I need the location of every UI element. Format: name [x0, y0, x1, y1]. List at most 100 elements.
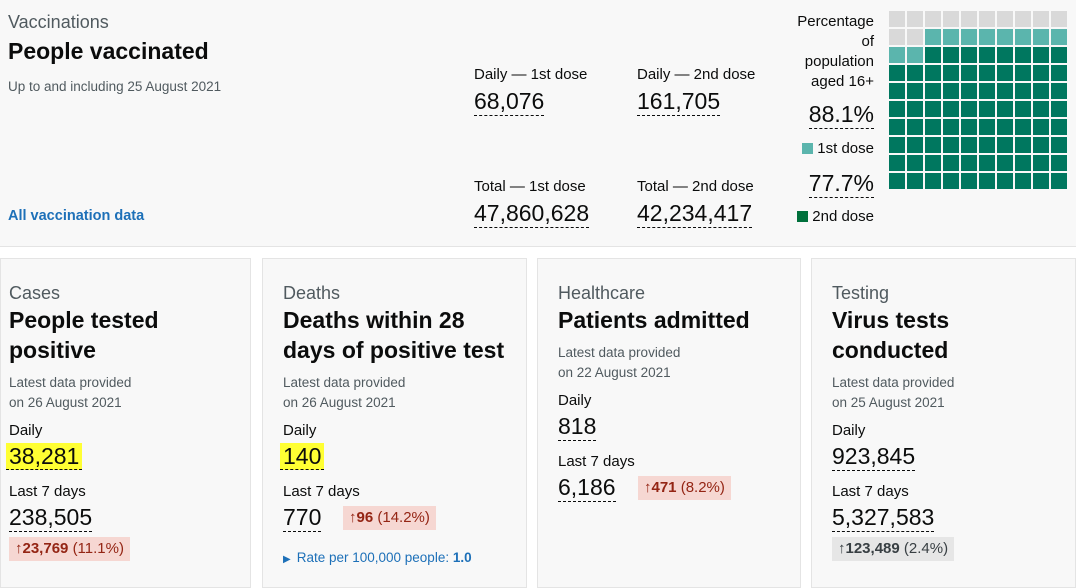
waffle-cell-second-dose	[924, 64, 942, 82]
second-dose-percentage[interactable]: 77.7%	[808, 170, 874, 198]
waffle-cell-second-dose	[978, 136, 996, 154]
testing-change-badge: ↑123,489 (2.4%)	[832, 537, 955, 561]
healthcare-daily-label: Daily	[558, 392, 592, 409]
deaths-rate-value: 1.0	[452, 550, 472, 565]
second-dose-legend: 2nd dose	[797, 208, 874, 225]
testing-daily-value[interactable]: 923,845	[832, 443, 916, 471]
first-dose-legend-label: 1st dose	[817, 140, 874, 157]
waffle-cell-second-dose	[1050, 136, 1068, 154]
waffle-cell-second-dose	[942, 172, 960, 190]
waffle-cell-empty	[906, 11, 924, 28]
waffle-cell-second-dose	[924, 46, 942, 64]
waffle-cell-second-dose	[924, 118, 942, 136]
waffle-cell-second-dose	[942, 100, 960, 118]
waffle-cell-second-dose	[924, 100, 942, 118]
cases-title-line: positive	[9, 337, 96, 363]
waffle-cell-second-dose	[906, 100, 924, 118]
cases-week-value[interactable]: 238,505	[9, 504, 93, 532]
waffle-cell-second-dose	[889, 100, 906, 118]
waffle-cell-first-dose	[1050, 28, 1068, 46]
deaths-week-value[interactable]: 770	[283, 504, 322, 532]
waffle-cell-first-dose	[960, 28, 978, 46]
waffle-cell-second-dose	[978, 46, 996, 64]
arrow-up-icon: ↑	[349, 509, 357, 526]
deaths-title: Deaths within 28 days of positive test	[283, 305, 504, 365]
triangle-right-icon: ▶	[283, 554, 291, 565]
waffle-cell-second-dose	[1032, 82, 1050, 100]
testing-week-value[interactable]: 5,327,583	[832, 504, 935, 532]
deaths-change-value: 96	[356, 509, 374, 526]
waffle-cell-second-dose	[1014, 136, 1032, 154]
testing-note-line: on 25 August 2021	[832, 395, 945, 410]
healthcare-week-value[interactable]: 6,186	[558, 474, 616, 502]
waffle-cell-second-dose	[1050, 64, 1068, 82]
healthcare-daily-value[interactable]: 818	[558, 413, 597, 441]
waffle-cell-second-dose	[996, 118, 1014, 136]
daily-second-dose-label: Daily — 2nd dose	[637, 66, 756, 83]
waffle-cell-first-dose	[924, 28, 942, 46]
total-first-dose-value[interactable]: 47,860,628	[474, 200, 590, 228]
percentage-heading-line: aged 16+	[811, 73, 874, 90]
waffle-cell-first-dose	[996, 28, 1014, 46]
cases-daily-value[interactable]: 38,281	[6, 443, 83, 470]
cases-title: People tested positive	[9, 305, 159, 365]
cases-caption: Cases	[9, 283, 61, 303]
deaths-daily-value[interactable]: 140	[280, 443, 325, 470]
second-dose-legend-label: 2nd dose	[812, 208, 874, 225]
waffle-cell-second-dose	[1014, 172, 1032, 190]
deaths-change-pct: (14.2%)	[377, 509, 430, 526]
waffle-cell-first-dose	[906, 46, 924, 64]
waffle-cell-second-dose	[978, 118, 996, 136]
first-dose-percentage[interactable]: 88.1%	[808, 101, 874, 129]
first-dose-swatch	[802, 143, 814, 154]
waffle-cell-second-dose	[978, 82, 996, 100]
waffle-cell-second-dose	[1014, 64, 1032, 82]
vaccinations-panel: Vaccinations People vaccinated Up to and…	[0, 0, 1076, 247]
waffle-cell-empty	[1032, 11, 1050, 28]
waffle-cell-empty	[889, 11, 906, 28]
waffle-cell-second-dose	[1050, 46, 1068, 64]
waffle-cell-second-dose	[960, 118, 978, 136]
deaths-rate-toggle[interactable]: ▶ Rate per 100,000 people: 1.0	[283, 550, 472, 565]
cases-change-value: 23,769	[22, 540, 69, 557]
waffle-cell-second-dose	[889, 154, 906, 172]
waffle-cell-empty	[1050, 11, 1068, 28]
waffle-cell-empty	[960, 11, 978, 28]
vaccinations-caption: Vaccinations	[8, 12, 109, 32]
total-second-dose-value[interactable]: 42,234,417	[637, 200, 753, 228]
waffle-cell-second-dose	[1014, 118, 1032, 136]
waffle-cell-second-dose	[978, 172, 996, 190]
testing-caption: Testing	[832, 283, 890, 303]
waffle-cell-second-dose	[924, 136, 942, 154]
all-vaccination-data-link[interactable]: All vaccination data	[8, 208, 145, 224]
waffle-cell-second-dose	[906, 136, 924, 154]
deaths-caption: Deaths	[283, 283, 341, 303]
percentage-heading-line: Percentage	[797, 13, 874, 30]
total-first-dose-label: Total — 1st dose	[474, 178, 586, 195]
second-dose-swatch	[797, 211, 809, 222]
waffle-cell-second-dose	[978, 154, 996, 172]
waffle-cell-second-dose	[1050, 82, 1068, 100]
waffle-cell-second-dose	[889, 82, 906, 100]
waffle-cell-second-dose	[960, 154, 978, 172]
healthcare-card: Healthcare Patients admitted Latest data…	[537, 258, 801, 588]
waffle-cell-second-dose	[1014, 154, 1032, 172]
waffle-cell-second-dose	[1032, 64, 1050, 82]
waffle-cell-second-dose	[978, 64, 996, 82]
waffle-cell-second-dose	[960, 136, 978, 154]
arrow-up-icon: ↑	[15, 540, 23, 557]
waffle-cell-second-dose	[996, 154, 1014, 172]
daily-second-dose-value[interactable]: 161,705	[637, 88, 721, 116]
waffle-cell-first-dose	[978, 28, 996, 46]
testing-note-line: Latest data provided	[832, 375, 955, 390]
cases-change-badge: ↑23,769 (11.1%)	[9, 537, 130, 561]
deaths-note-line: Latest data provided	[283, 375, 406, 390]
daily-first-dose-value[interactable]: 68,076	[474, 88, 545, 116]
testing-daily-label: Daily	[832, 422, 866, 439]
percentage-heading-line: population	[804, 53, 874, 70]
healthcare-data-note: Latest data provided on 22 August 2021	[558, 343, 680, 383]
healthcare-caption: Healthcare	[558, 283, 646, 303]
deaths-week-label: Last 7 days	[283, 483, 360, 500]
waffle-cell-second-dose	[889, 172, 906, 190]
waffle-cell-first-dose	[889, 46, 906, 64]
